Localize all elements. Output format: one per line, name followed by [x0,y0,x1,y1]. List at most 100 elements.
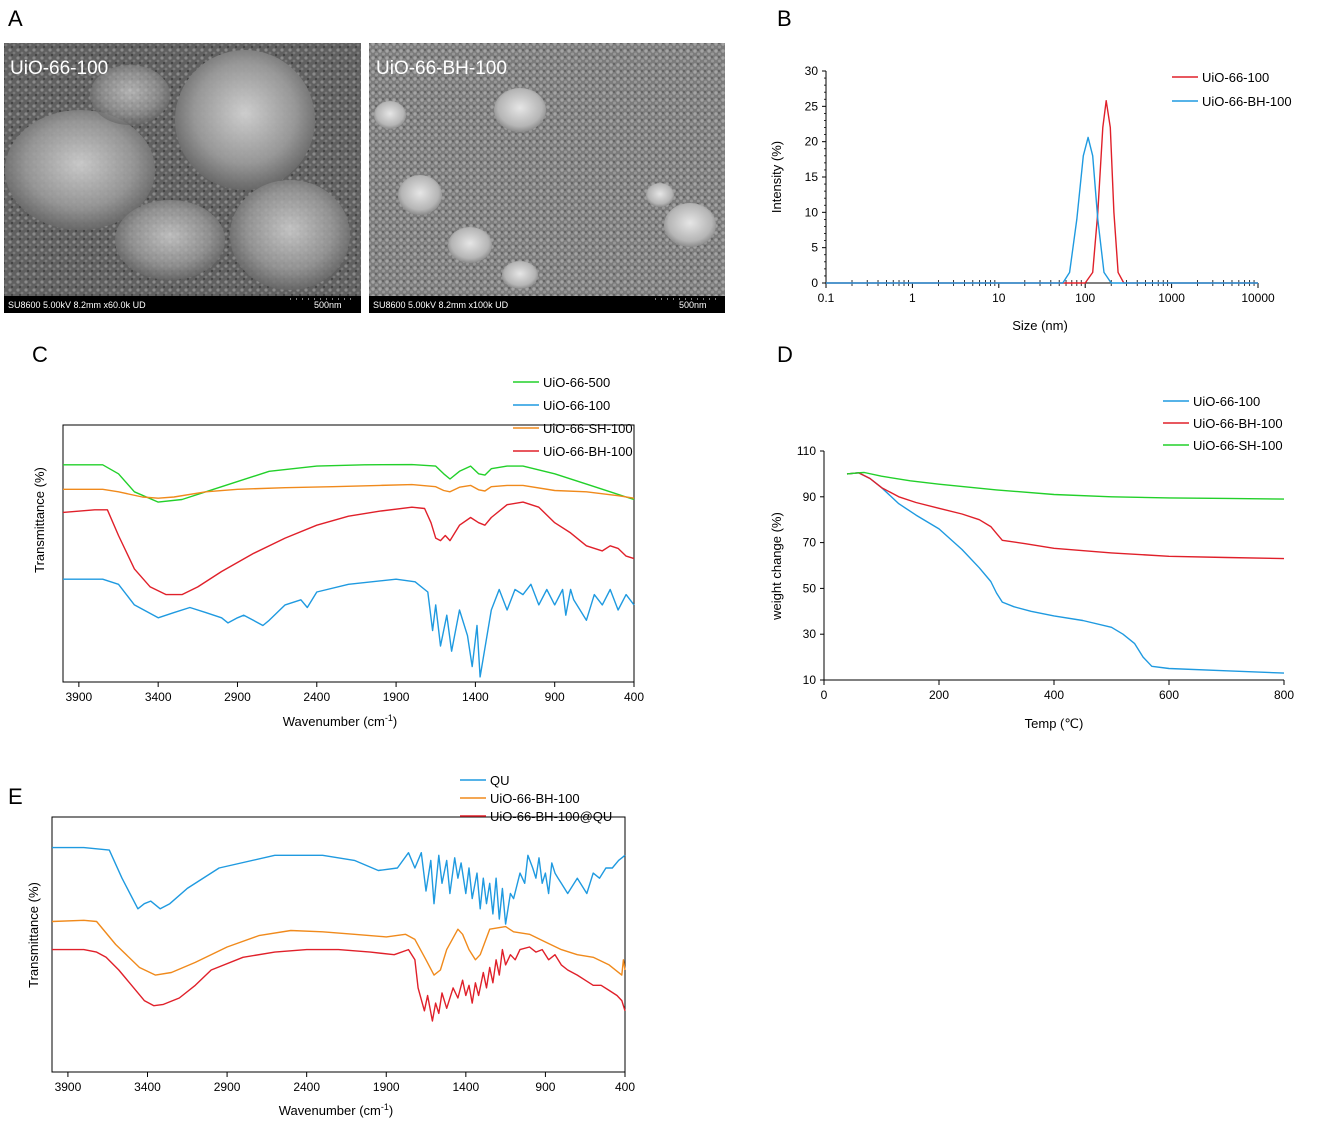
series-line-uio-66-sh-100 [63,483,635,499]
x-tick-label: 1400 [462,690,489,704]
series-line-uio-66-500 [63,463,635,503]
y-tick-label: 25 [805,99,819,113]
x-tick-label: 2900 [214,1080,241,1094]
series-line-uio-66-100 [63,578,635,678]
x-tick-label: 2400 [293,1080,320,1094]
x-tick-label: 400 [624,690,644,704]
sem-image-2: UiO-66-BH-100 SU8600 5.00kV 8.2mm x100k … [369,43,725,313]
y-tick-label: 90 [803,490,817,504]
x-tick-label: 1 [909,291,916,305]
x-axis-label: Wavenumber (cm-1) [279,1102,393,1118]
x-axis-label: Temp (℃) [1025,716,1084,731]
x-tick-label: 2900 [224,690,251,704]
legend-label: UiO-66-100 [1193,394,1260,409]
y-tick-label: 30 [805,64,819,78]
sem-scale-1: 500nm [314,300,342,310]
y-axis-label: Transmittance (%) [26,882,41,988]
legend-label: UiO-66-100 [543,398,610,413]
x-tick-label: 200 [929,688,949,702]
legend-label: UiO-66-SH-100 [543,421,633,436]
panel-letter-e: E [8,784,23,809]
legend-label: UiO-66-100 [1202,70,1269,85]
x-tick-label: 400 [615,1080,635,1094]
series-line-qu [52,846,626,925]
x-tick-label: 1900 [383,690,410,704]
y-axis-label: weight change (%) [769,512,784,621]
x-axis-label-main: Size (nm) [1012,318,1068,333]
y-tick-label: 110 [797,444,816,458]
x-tick-label: 10000 [1241,291,1275,305]
series-line-uio-66-100 [846,472,1285,674]
chart-e: 3900 3400 2900 2400 1900 1400 900 400 Transmitta… [26,773,635,1118]
y-axis-label: Intensity (%) [769,141,784,213]
y-tick-label: 30 [803,627,817,641]
x-axis-label-main: Wavenumber (cm [279,1103,381,1118]
x-tick-label: 600 [1159,688,1179,702]
x-axis-label: Size (nm) [1012,318,1068,333]
series-line-uio-66-sh-100 [846,471,1285,500]
x-tick-label: 1000 [1158,291,1185,305]
x-axis-label-sup: -1 [381,1102,389,1112]
panel-letter-d: D [777,342,793,367]
legend-label: UiO-66-SH-100 [1193,438,1283,453]
y-tick-label: 70 [803,536,817,550]
legend-label: UiO-66-BH-100 [1202,94,1292,109]
legend-label: UiO-66-BH-100@QU [490,809,612,824]
series-line-uio-66-bh-100 [51,919,626,976]
x-tick-label: 3400 [134,1080,161,1094]
series-line-uio-66-bh-100 [846,472,1285,560]
series-line-uio-66-bh-100-qu [52,946,626,1022]
x-tick-label: 100 [1075,291,1095,305]
panel-letter-c: C [32,342,48,367]
sem-scale-2: 500nm [679,300,707,310]
x-axis-label-sup: -1 [385,713,393,723]
y-tick-label: 20 [805,135,819,149]
x-tick-label: 3900 [55,1080,82,1094]
x-tick-label: 0.1 [818,291,835,305]
sem-label-1: UiO-66-100 [10,58,108,79]
x-tick-label: 0 [821,688,828,702]
sem-label-2: UiO-66-BH-100 [376,58,507,79]
legend-label: UiO-66-BH-100 [1193,416,1283,431]
y-axis-label: Transmittance (%) [32,467,47,573]
y-tick-label: 10 [803,673,817,687]
series-line-uio-66-bh-100 [826,136,1258,284]
panel-letter-a: A [8,6,23,31]
chart-b: 0.1 1 10 100 1000 10000 0 5 10 15 20 25 30 Intensity … [769,64,1292,333]
plot-frame [62,424,635,683]
x-tick-label: 2400 [303,690,330,704]
sem-image-1: UiO-66-100 SU8600 5.00kV 8.2mm x60.0k UD… [4,43,361,313]
x-tick-label: 800 [1274,688,1294,702]
y-tick-label: 15 [805,170,819,184]
series-line-uio-66-bh-100 [62,501,635,596]
chart-d: 0 200 400 600 800 10 30 50 70 90 110 weight change … [769,394,1294,731]
x-axis-label-main: Temp (℃) [1025,716,1084,731]
x-axis-label-tail: ) [393,714,397,729]
sem-info-2: SU8600 5.00kV 8.2mm x100k UD [373,300,509,310]
plot-frame [51,816,626,1073]
y-tick-label: 10 [805,205,819,219]
x-tick-label: 3400 [145,690,172,704]
x-tick-label: 400 [1044,688,1064,702]
chart-c: 3900 3400 2900 2400 1900 1400 900 400 Transmitta… [32,375,644,729]
x-axis-label-main: Wavenumber (cm [283,714,385,729]
x-tick-label: 900 [545,690,565,704]
legend-label: UiO-66-BH-100 [543,444,633,459]
panel-letter-b: B [777,6,792,31]
x-tick-label: 900 [535,1080,555,1094]
x-tick-label: 3900 [66,690,93,704]
y-tick-label: 50 [803,581,817,595]
legend-label: UiO-66-BH-100 [490,791,580,806]
x-tick-label: 10 [992,291,1006,305]
x-tick-label: 1900 [373,1080,400,1094]
y-tick-label: 0 [811,276,818,290]
series-line-uio-66-100 [826,99,1258,284]
x-axis-label: Wavenumber (cm-1) [283,713,397,729]
charts-layer: 0.1 1 10 100 1000 10000051015202530Intensity … [26,64,1294,1118]
x-axis-label-tail: ) [389,1103,393,1118]
sem-info-1: SU8600 5.00kV 8.2mm x60.0k UD [8,300,146,310]
legend-label: QU [490,773,510,788]
y-tick-label: 5 [811,241,818,255]
x-tick-label: 1400 [452,1080,479,1094]
